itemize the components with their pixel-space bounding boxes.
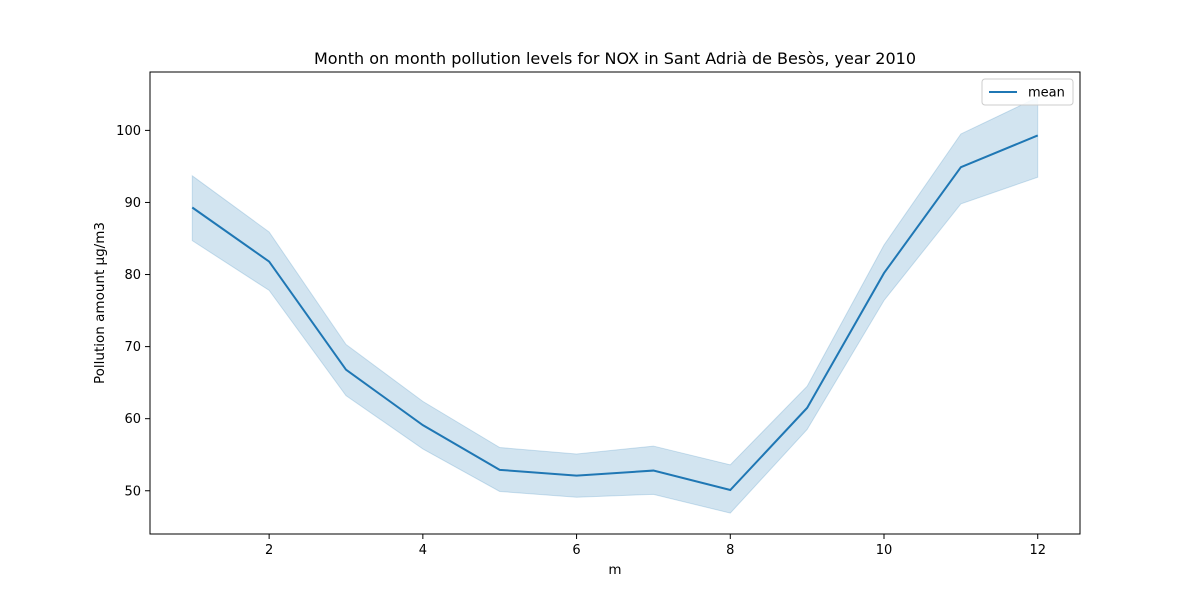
y-axis: 50 60 70 80 90 100: [116, 124, 150, 499]
x-tick-label-6: 6: [572, 543, 580, 558]
plot-frame: [149, 71, 1081, 535]
x-axis-label: m: [608, 562, 621, 578]
y-tick-label-90: 90: [124, 196, 141, 211]
mean-line: [191, 134, 1039, 492]
x-tick-label-2: 2: [265, 543, 273, 558]
y-tick-label-80: 80: [124, 268, 141, 283]
y-tick-label-60: 60: [124, 412, 141, 427]
confidence-band: [191, 96, 1039, 514]
chart-title: Month on month pollution levels for NOX …: [314, 49, 916, 68]
legend-box: [981, 78, 1074, 106]
x-tick-label-12: 12: [1029, 543, 1046, 558]
x-axis: 2 4 6 8 10 12: [265, 534, 1046, 558]
plot-area: [191, 96, 1039, 514]
y-tick-label-70: 70: [124, 340, 141, 355]
x-tick-label-4: 4: [419, 543, 427, 558]
legend: mean: [981, 78, 1074, 106]
legend-label-mean: mean: [1028, 86, 1065, 101]
y-axis-label: Pollution amount µg/m3: [92, 222, 108, 384]
x-tick-label-10: 10: [876, 543, 893, 558]
y-tick-label-50: 50: [124, 484, 141, 499]
y-tick-label-100: 100: [116, 124, 141, 139]
x-tick-label-8: 8: [726, 543, 734, 558]
